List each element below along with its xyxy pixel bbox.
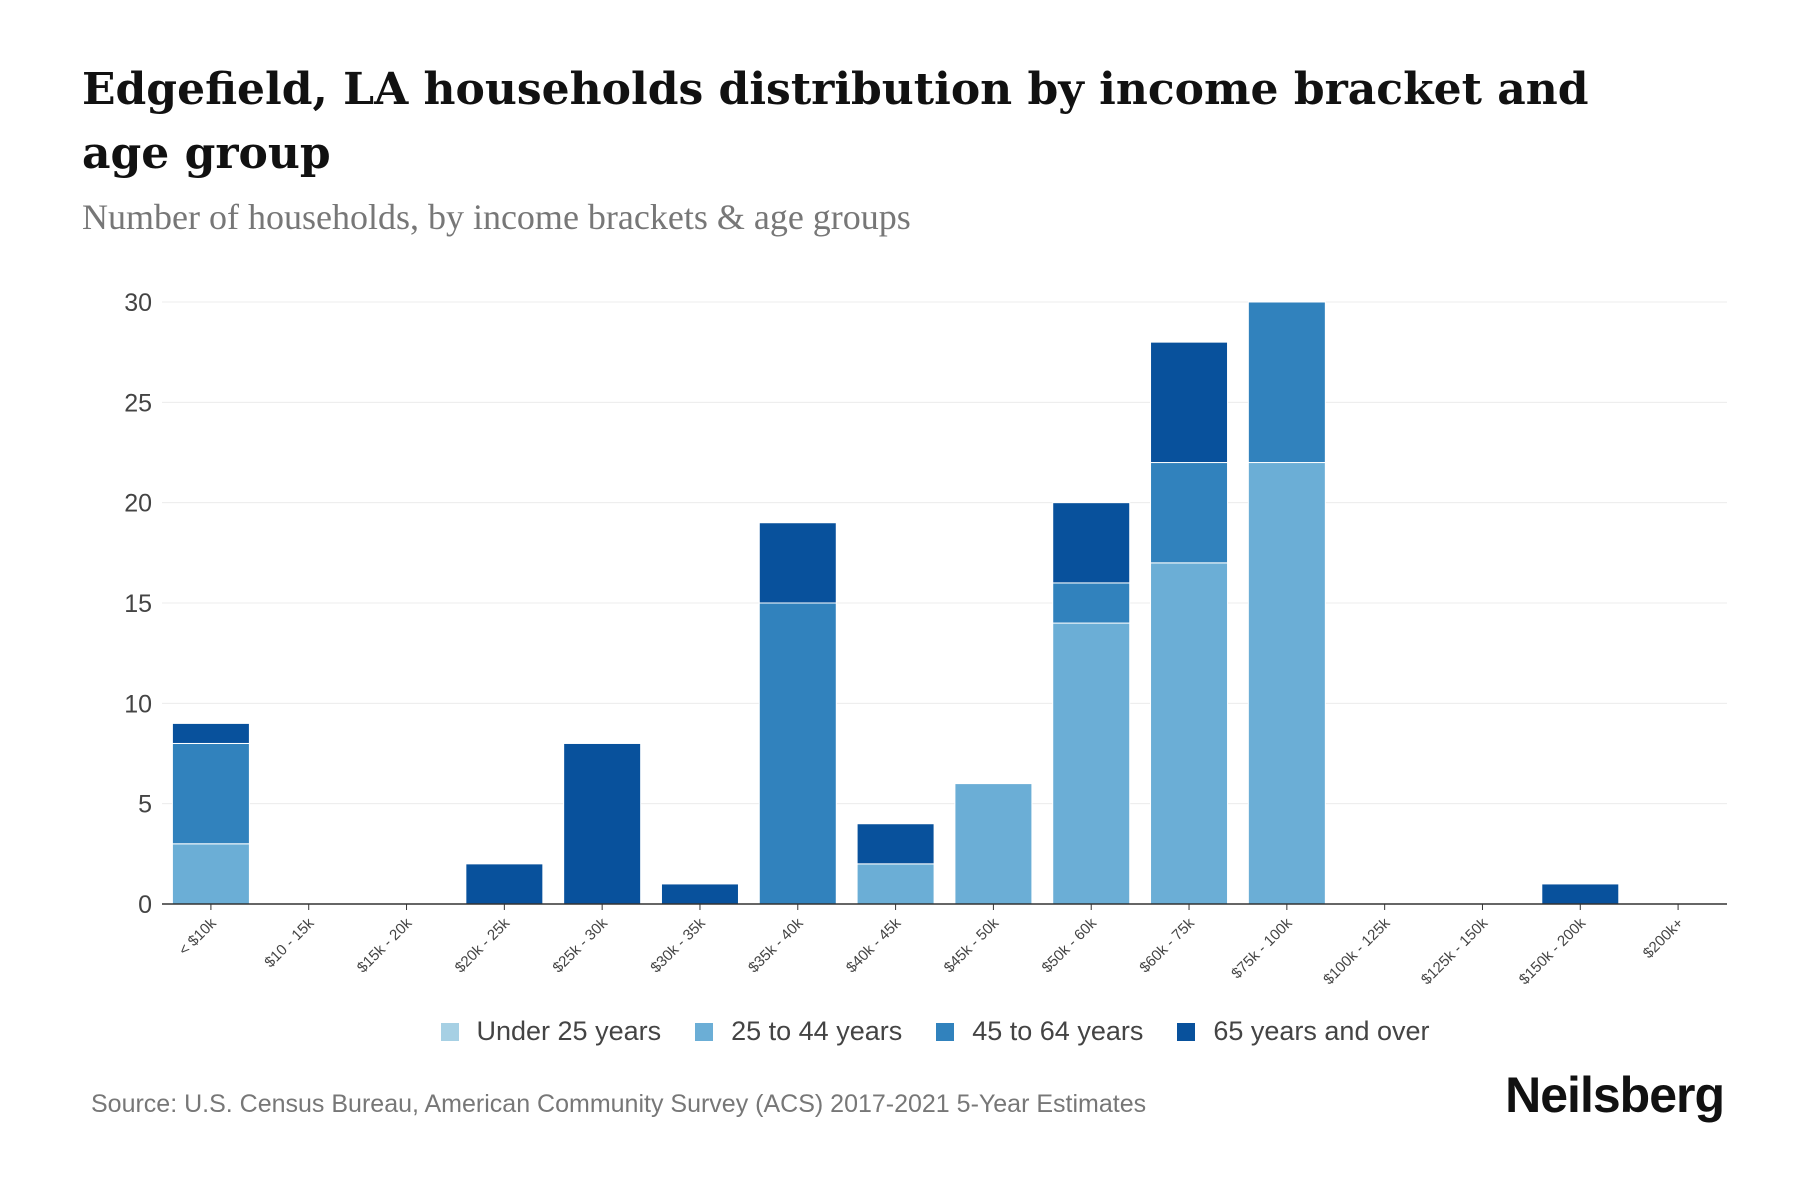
chart-title: Edgefield, LA households distribution by… <box>82 64 1589 179</box>
source-note: Source: U.S. Census Bureau, American Com… <box>91 1090 1147 1118</box>
x-tick-label: < $10k <box>176 914 221 959</box>
bar-segment <box>1052 582 1131 624</box>
legend-swatch <box>1177 1022 1196 1041</box>
bar-segment <box>171 843 250 905</box>
stacked-bar-chart: 0 5 10 15 20 25 30 < $10k $10 - 15k $15k - 20k $20… <box>124 289 1727 988</box>
x-tick-label: $45k - 50k <box>941 914 1003 976</box>
legend-item: 25 to 44 years <box>695 1016 902 1047</box>
bar-segment <box>1052 502 1131 584</box>
legend-label: Under 25 years <box>476 1016 662 1046</box>
x-tick-label: $40k - 45k <box>843 914 905 976</box>
legend-swatch <box>936 1022 955 1041</box>
x-tick-label: $15k - 20k <box>354 914 416 976</box>
y-tick-label: 0 <box>138 891 152 919</box>
legend-item: 45 to 64 years <box>936 1016 1143 1047</box>
x-tick-label: $125k - 150k <box>1418 914 1492 988</box>
legend-item: Under 25 years <box>440 1016 662 1047</box>
x-tick-label: $35k - 40k <box>745 914 807 976</box>
bar-segment <box>856 823 935 865</box>
bar-segment <box>171 742 250 845</box>
bar-segment <box>465 863 544 905</box>
x-tick-label: $60k - 75k <box>1136 914 1198 976</box>
bar-segment <box>1150 462 1229 564</box>
bar-segment <box>954 783 1033 905</box>
y-tick-label: 10 <box>124 690 152 718</box>
bar-segment <box>758 602 837 905</box>
y-tick-label: 15 <box>124 590 152 618</box>
neilsberg-logo: Neilsberg <box>1505 1067 1725 1123</box>
legend-label: 45 to 64 years <box>972 1016 1144 1046</box>
x-tick-label: $20k - 25k <box>452 914 514 976</box>
chart-subtitle: Number of households, by income brackets… <box>82 197 911 237</box>
bar-segment <box>758 522 837 604</box>
legend: Under 25 years 25 to 44 years 45 to 64 yea… <box>0 1016 1800 1047</box>
bar-segment <box>563 742 642 905</box>
x-tick-label: $150k - 200k <box>1516 914 1590 988</box>
legend-label: 65 years and over <box>1213 1016 1430 1046</box>
legend-item: 65 years and over <box>1177 1016 1430 1047</box>
x-tick-label: $25k - 30k <box>549 914 611 976</box>
bar-segment <box>1541 883 1620 905</box>
y-tick-label: 20 <box>124 490 152 518</box>
legend-swatch <box>695 1022 714 1041</box>
bar-segment <box>1247 301 1326 464</box>
bar-segment <box>1247 462 1326 905</box>
x-tick-label: $75k - 100k <box>1228 914 1296 982</box>
x-tick-label: $100k - 125k <box>1320 914 1394 988</box>
x-tick-label: $10 - 15k <box>261 914 318 971</box>
legend-swatch <box>440 1022 459 1041</box>
bar-segment <box>1150 562 1229 905</box>
y-tick-label: 30 <box>124 289 152 317</box>
legend-label: 25 to 44 years <box>731 1016 903 1046</box>
bar-segment <box>856 863 935 905</box>
y-tick-label: 5 <box>138 791 152 819</box>
y-tick-label: 25 <box>124 389 152 417</box>
x-tick-label: $30k - 35k <box>647 914 709 976</box>
bar-segment <box>1052 622 1131 905</box>
bar-segment <box>1150 341 1229 464</box>
x-tick-label: $200k+ <box>1640 915 1687 962</box>
x-tick-label: $50k - 60k <box>1038 914 1100 976</box>
bar-segment <box>171 722 250 744</box>
bar-segment <box>660 883 739 905</box>
